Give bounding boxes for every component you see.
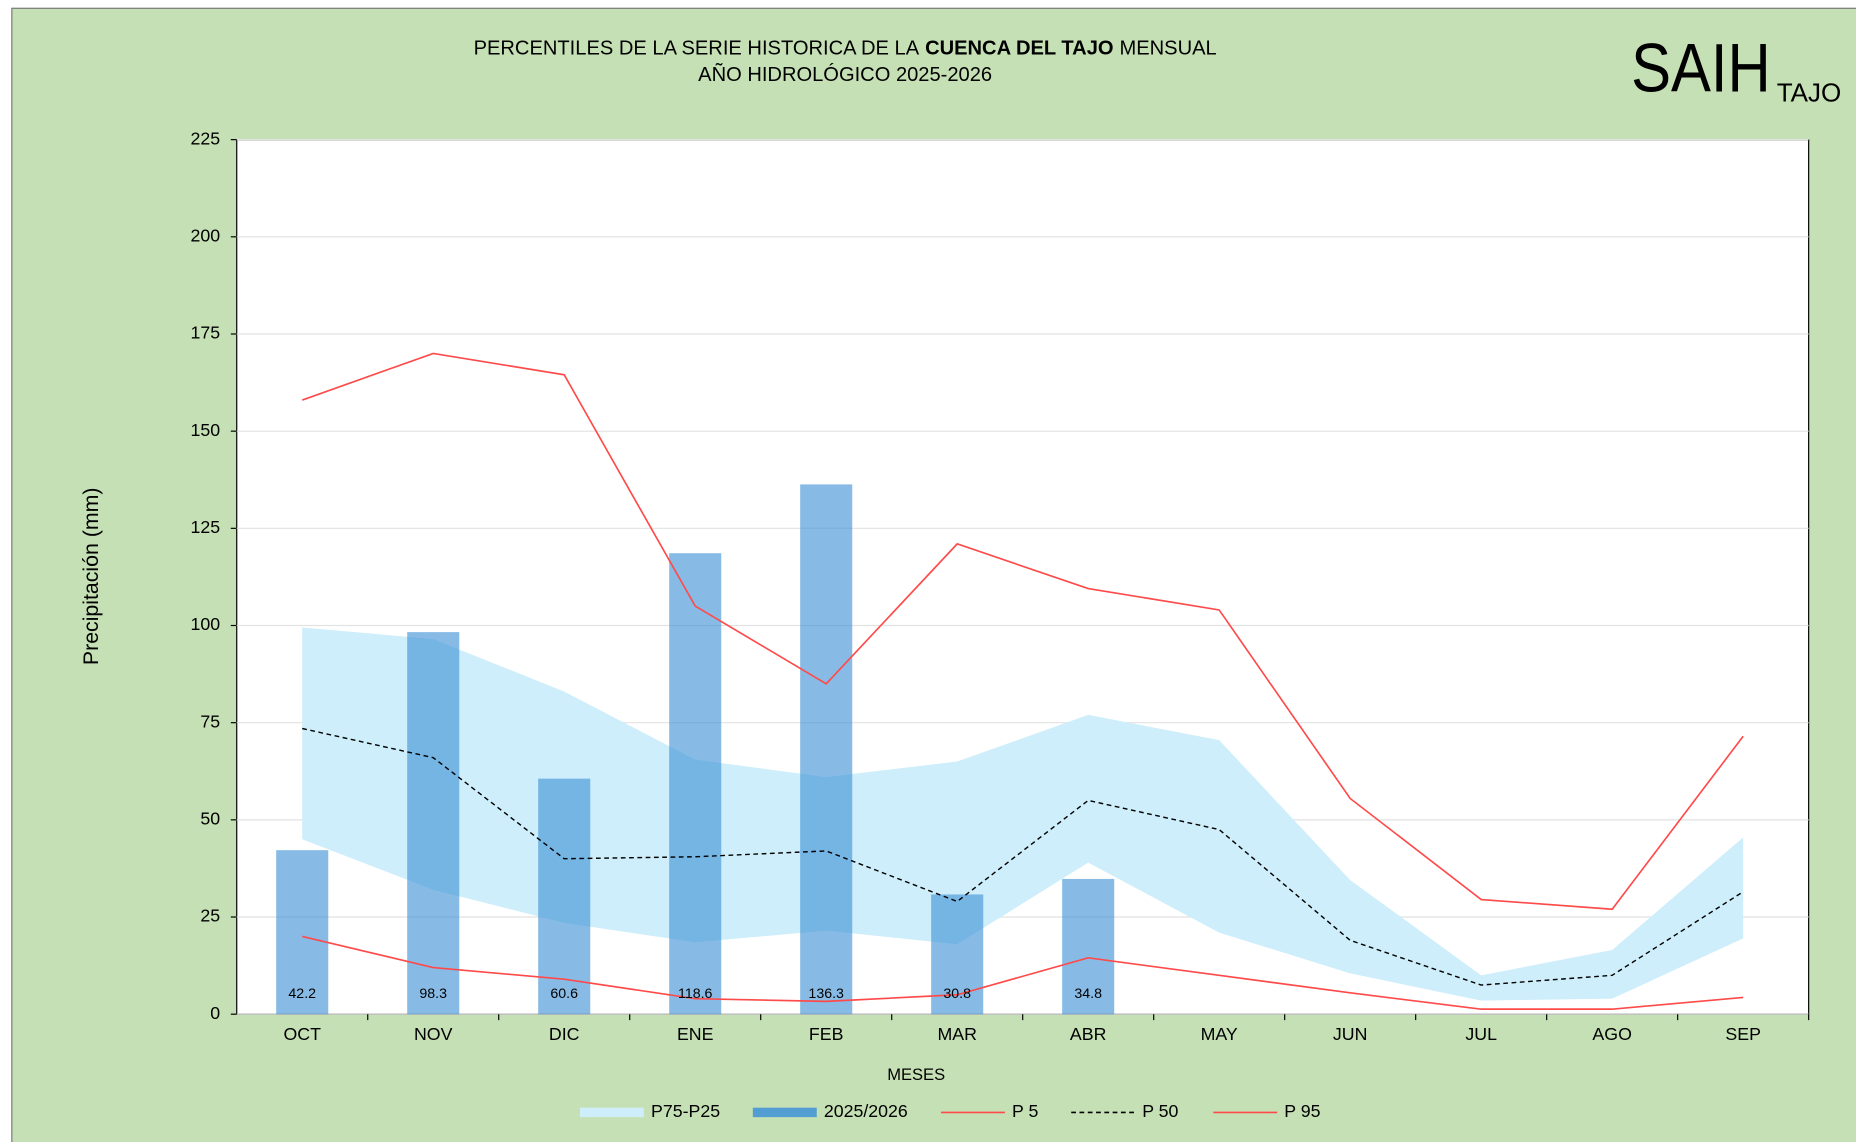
percentile-band (302, 627, 1744, 1001)
x-axis-title: MESES (887, 1065, 945, 1084)
x-tick-label: FEB (809, 1024, 844, 1044)
y-axis-title: Precipitación (mm) (79, 488, 103, 665)
y-tick-label: 100 (191, 614, 221, 634)
legend-swatch (580, 1107, 644, 1118)
legend-label: P 95 (1284, 1101, 1320, 1121)
x-tick-label: NOV (414, 1024, 453, 1044)
percentile-line (301, 352, 1744, 911)
value-label: 98.3 (419, 986, 447, 1002)
x-tick-label: MAR (937, 1024, 976, 1044)
value-label: 60.6 (550, 986, 578, 1002)
x-tick-label: DIC (549, 1024, 580, 1044)
value-label: 42.2 (288, 986, 316, 1002)
value-label: 136.3 (808, 986, 844, 1002)
bar (276, 850, 329, 1015)
title-part: MENSUAL (1119, 38, 1216, 60)
x-tick-label: ABR (1070, 1024, 1107, 1044)
y-tick-label: 0 (210, 1003, 220, 1023)
percentile-line (302, 935, 1744, 1010)
logo: SAIH (1631, 30, 1771, 107)
bar (407, 632, 460, 1015)
y-tick-label: 25 (200, 906, 220, 926)
legend-label: P75-P25 (651, 1101, 720, 1121)
y-tick-label: 175 (191, 323, 221, 343)
y-tick-label: 75 (200, 711, 220, 731)
value-label: 118.6 (678, 986, 713, 1002)
x-tick-label: OCT (283, 1024, 321, 1044)
title-part: PERCENTILES DE LA SERIE HISTORICA DE LA (474, 38, 920, 60)
title-bold: CUENCA DEL TAJO (925, 38, 1113, 60)
y-tick-label: 150 (191, 420, 221, 440)
x-tick-label: SEP (1725, 1024, 1761, 1044)
value-label: 30.8 (943, 986, 971, 1002)
logo-sub: TAJO (1777, 78, 1842, 108)
bar (669, 553, 722, 1015)
bar (800, 484, 853, 1015)
y-tick-label: 125 (191, 517, 221, 537)
chart-title: PERCENTILES DE LA SERIE HISTORICA DE LA C… (474, 38, 1217, 60)
y-tick-label: 200 (191, 226, 221, 246)
bar (538, 778, 591, 1015)
y-tick-label: 225 (191, 128, 221, 148)
x-tick-label: AGO (1592, 1024, 1631, 1044)
legend-label: P 5 (1012, 1101, 1038, 1121)
x-tick-label: ENE (677, 1024, 714, 1044)
x-tick-label: JUL (1465, 1024, 1497, 1044)
chart-subtitle: AÑO HIDROLÓGICO 2025-2026 (698, 62, 992, 86)
bar (1062, 878, 1115, 1015)
y-tick-label: 50 (200, 809, 220, 829)
legend-swatch (752, 1107, 817, 1118)
x-tick-label: JUN (1333, 1024, 1368, 1044)
x-tick-label: MAY (1201, 1024, 1238, 1044)
value-label: 34.8 (1074, 986, 1102, 1002)
legend-label: P 50 (1142, 1101, 1178, 1121)
legend-label: 2025/2026 (824, 1101, 908, 1121)
